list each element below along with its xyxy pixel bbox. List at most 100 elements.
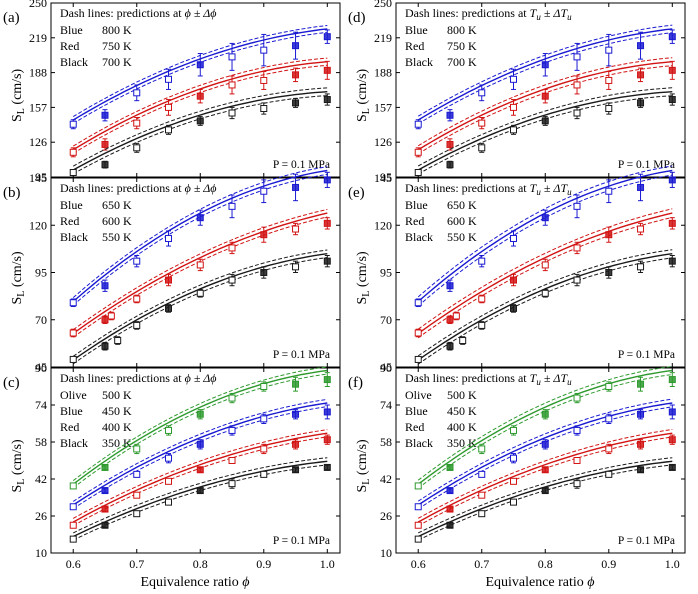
data-point (637, 440, 645, 448)
prediction-line (72, 402, 328, 506)
legend-temperature: 700 K (447, 55, 477, 69)
data-point (323, 463, 331, 471)
y-label-symbol: S (355, 114, 370, 122)
y-tick-label: 188 (29, 66, 47, 80)
data-point (260, 187, 268, 195)
legend-title: Dash lines: predictions at ϕ ± Δϕ (60, 6, 216, 20)
legend-temperature: 650 K (447, 198, 477, 212)
legend-title-prefix: Dash lines: predictions at (405, 371, 530, 385)
data-point (573, 276, 581, 284)
y-tick-label: 95 (380, 170, 392, 184)
x-tick-label: 0.6 (411, 557, 426, 571)
data-point (573, 394, 581, 402)
data-point (228, 394, 236, 402)
data-point (446, 487, 454, 495)
series-750-K (69, 57, 331, 158)
prediction-dash-line (72, 457, 328, 534)
prediction-line (72, 61, 328, 151)
data-point (69, 503, 77, 511)
prediction-line (417, 432, 673, 523)
legend-title: Dash lines: predictions at Tu ± ΔTu (405, 6, 572, 22)
legend-temperature: 400 K (447, 420, 477, 434)
data-point (292, 440, 300, 448)
prediction-dash-line (72, 166, 328, 298)
panel-a: 95 126 157 188 219 250 SL (cm/s) (a) Dash lines:… (3, 0, 341, 184)
data-point (133, 257, 141, 265)
data-point (196, 440, 204, 448)
data-point (414, 148, 422, 156)
series-450-K (69, 398, 331, 511)
series-500-K (414, 365, 676, 490)
data-point (323, 33, 331, 41)
prediction-dash-line (417, 249, 673, 357)
legend-title-prefix: Dash lines: predictions at (405, 6, 530, 20)
data-point (446, 140, 454, 148)
legend-temperature: 500 K (102, 388, 132, 402)
plot-frame (50, 2, 341, 178)
data-point (292, 466, 300, 474)
legend-temperature: 400 K (102, 420, 132, 434)
data-point (165, 234, 173, 242)
legend-title-var: ϕ ± Δϕ (185, 6, 217, 20)
data-point (446, 111, 454, 119)
y-tick-label: 10 (380, 546, 392, 560)
y-tick-label: 95 (380, 266, 392, 280)
data-point (668, 376, 676, 384)
y-tick-label: 58 (380, 435, 392, 449)
y-tick-label: 120 (374, 218, 392, 232)
data-point (573, 426, 581, 434)
legend-color-name: Blue (405, 23, 428, 37)
data-point (478, 257, 486, 265)
legend-title-prefix: Dash lines: predictions at (60, 181, 185, 195)
legend-title-prefix: Dash lines: predictions at (60, 6, 185, 20)
y-label-symbol: S (355, 485, 370, 493)
data-point (133, 510, 141, 518)
y-tick-label: 188 (374, 66, 392, 80)
data-point (292, 71, 300, 79)
legend-title-var: T (530, 6, 538, 20)
data-point (541, 214, 549, 222)
prediction-dash-line (417, 57, 673, 147)
data-point (101, 111, 109, 119)
data-point (165, 426, 173, 434)
series-600-K (414, 208, 676, 339)
data-point (573, 457, 581, 464)
y-tick-label: 95 (35, 266, 47, 280)
legend-temperature: 450 K (102, 404, 132, 418)
data-point (452, 312, 460, 320)
data-point (573, 202, 581, 210)
data-point (196, 117, 204, 125)
legend-temperature: 550 K (447, 230, 477, 244)
y-label-symbol: S (10, 485, 25, 493)
x-axis-label-text: Equivalence ratio (485, 575, 583, 590)
legend-temperature: 750 K (447, 39, 477, 53)
y-label-subscript: L (361, 108, 372, 114)
data-point (165, 126, 173, 134)
y-axis-label: SL (cm/s) (10, 439, 27, 493)
series-700-K (414, 87, 676, 177)
data-point (510, 276, 518, 284)
data-point (510, 477, 518, 485)
data-point (605, 383, 613, 390)
data-point (510, 426, 518, 434)
data-point (101, 521, 109, 529)
y-axis-label: SL (cm/s) (355, 68, 372, 122)
data-point (605, 231, 613, 239)
data-point (165, 75, 173, 83)
data-point (414, 169, 422, 177)
legend-color-name: Black (60, 55, 88, 69)
y-axis-label: SL (cm/s) (10, 251, 27, 305)
data-point (69, 355, 77, 363)
y-tick-label: 42 (380, 472, 392, 486)
data-point (668, 257, 676, 265)
data-point (196, 466, 204, 474)
data-point (196, 289, 204, 297)
y-tick-label: 70 (380, 313, 392, 327)
series-550-K (69, 249, 331, 365)
y-label-subscript: L (361, 479, 372, 485)
pressure-label: P = 0.1 MPa (273, 159, 330, 171)
series-400-K (414, 429, 676, 529)
data-point (446, 282, 454, 290)
legend-title: Dash lines: predictions at Tu ± ΔTu (405, 371, 572, 387)
